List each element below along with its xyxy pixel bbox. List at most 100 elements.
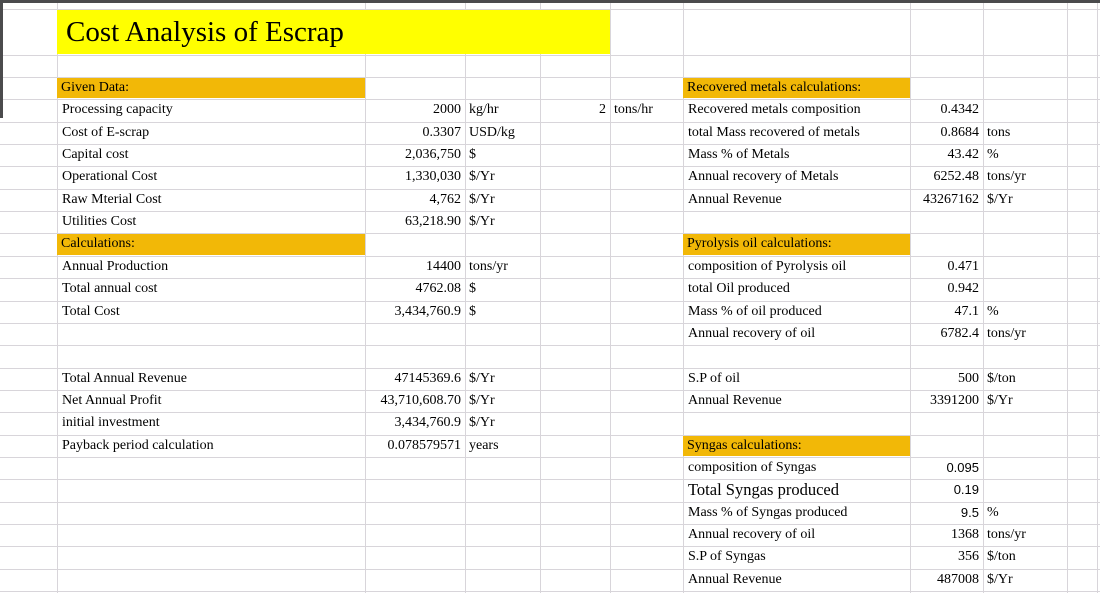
cell-B13[interactable]: Total annual cost bbox=[62, 281, 158, 297]
cell-D6[interactable]: USD/kg bbox=[469, 124, 515, 140]
cell-H18[interactable]: 3391200 bbox=[930, 392, 979, 408]
cell-C10[interactable]: 63,218.90 bbox=[405, 214, 461, 230]
cell-B18[interactable]: Net Annual Profit bbox=[62, 392, 162, 408]
cell-I23[interactable]: % bbox=[987, 504, 999, 520]
cell-F5[interactable]: tons/hr bbox=[614, 102, 653, 118]
cell-C14[interactable]: 3,434,760.9 bbox=[394, 303, 462, 319]
cell-D7[interactable]: $ bbox=[469, 147, 476, 163]
cell-I17[interactable]: $/ton bbox=[987, 370, 1016, 386]
cell-B7[interactable]: Capital cost bbox=[62, 147, 129, 163]
cell-H23[interactable]: 9.5 bbox=[960, 504, 979, 520]
cell-B8[interactable]: Operational Cost bbox=[62, 169, 158, 185]
cell-C5[interactable]: 2000 bbox=[433, 102, 461, 118]
cell-H14[interactable]: 47.1 bbox=[954, 303, 980, 319]
cell-I14[interactable]: % bbox=[987, 303, 999, 319]
section-header-calculations[interactable]: Calculations: bbox=[57, 234, 365, 255]
cell-B17[interactable]: Total Annual Revenue bbox=[62, 370, 187, 386]
cell-G15[interactable]: Annual recovery of oil bbox=[688, 325, 816, 341]
cell-H22[interactable]: 0.19 bbox=[953, 482, 979, 498]
cell-G6[interactable]: total Mass recovered of metals bbox=[688, 124, 860, 140]
cell-H12[interactable]: 0.471 bbox=[947, 258, 980, 274]
cell-H13[interactable]: 0.942 bbox=[947, 281, 980, 297]
cell-D20[interactable]: years bbox=[469, 437, 499, 453]
cell-D18[interactable]: $/Yr bbox=[469, 392, 495, 408]
cell-G22[interactable]: Total Syngas produced bbox=[688, 480, 839, 500]
cell-C19[interactable]: 3,434,760.9 bbox=[394, 415, 462, 431]
cell-C6[interactable]: 0.3307 bbox=[422, 124, 462, 140]
cell-G5[interactable]: Recovered metals composition bbox=[688, 102, 861, 118]
cell-I9[interactable]: $/Yr bbox=[987, 191, 1013, 207]
cell-D19[interactable]: $/Yr bbox=[469, 415, 495, 431]
gridline-horizontal bbox=[0, 255, 1100, 257]
cell-C12[interactable]: 14400 bbox=[426, 258, 461, 274]
gridline-vertical bbox=[610, 3, 611, 593]
cell-D8[interactable]: $/Yr bbox=[469, 169, 495, 185]
section-header-given-data[interactable]: Given Data: bbox=[57, 78, 365, 99]
sheet-title-cell[interactable]: Cost Analysis of Escrap bbox=[57, 10, 610, 54]
cell-B14[interactable]: Total Cost bbox=[62, 303, 120, 319]
cell-H6[interactable]: 0.8684 bbox=[940, 124, 980, 140]
cell-D14[interactable]: $ bbox=[469, 303, 476, 319]
cell-G14[interactable]: Mass % of oil produced bbox=[688, 303, 822, 319]
cell-B6[interactable]: Cost of E-scrap bbox=[62, 124, 150, 140]
cell-G7[interactable]: Mass % of Metals bbox=[688, 147, 790, 163]
cell-D10[interactable]: $/Yr bbox=[469, 214, 495, 230]
cell-B19[interactable]: initial investment bbox=[62, 415, 160, 431]
cell-G26[interactable]: Annual Revenue bbox=[688, 571, 782, 587]
cell-G18[interactable]: Annual Revenue bbox=[688, 392, 782, 408]
cell-B20[interactable]: Payback period calculation bbox=[62, 437, 214, 453]
cell-H8[interactable]: 6252.48 bbox=[933, 169, 980, 185]
cell-B10[interactable]: Utilities Cost bbox=[62, 214, 137, 230]
cell-D17[interactable]: $/Yr bbox=[469, 370, 495, 386]
section-header-syngas-calculations[interactable]: Syngas calculations: bbox=[683, 435, 910, 456]
gridline-vertical bbox=[910, 3, 911, 593]
gridline-horizontal bbox=[0, 434, 1100, 436]
cell-D9[interactable]: $/Yr bbox=[469, 191, 495, 207]
gridline-vertical bbox=[465, 3, 466, 593]
cell-I7[interactable]: % bbox=[987, 147, 999, 163]
cell-C8[interactable]: 1,330,030 bbox=[405, 169, 461, 185]
cell-C17[interactable]: 47145369.6 bbox=[394, 370, 462, 386]
cell-G21[interactable]: composition of Syngas bbox=[688, 459, 817, 475]
cell-C20[interactable]: 0.078579571 bbox=[387, 437, 462, 453]
cell-H15[interactable]: 6782.4 bbox=[940, 325, 980, 341]
cell-D12[interactable]: tons/yr bbox=[469, 258, 508, 274]
cell-H17[interactable]: 500 bbox=[958, 370, 979, 386]
gridline-horizontal bbox=[0, 166, 1100, 168]
cell-I24[interactable]: tons/yr bbox=[987, 527, 1026, 542]
cell-G9[interactable]: Annual Revenue bbox=[688, 191, 782, 207]
cell-I26[interactable]: $/Yr bbox=[987, 571, 1013, 587]
cell-D5[interactable]: kg/hr bbox=[469, 102, 499, 118]
cell-H7[interactable]: 43.42 bbox=[947, 147, 980, 163]
cell-C9[interactable]: 4,762 bbox=[429, 191, 462, 207]
gridline-horizontal bbox=[0, 479, 1100, 481]
cell-C13[interactable]: 4762.08 bbox=[415, 281, 462, 297]
cell-D13[interactable]: $ bbox=[469, 281, 476, 297]
cell-C18[interactable]: 43,710,608.70 bbox=[380, 392, 462, 408]
cell-B12[interactable]: Annual Production bbox=[62, 258, 169, 274]
cell-H21[interactable]: 0.095 bbox=[946, 459, 979, 475]
cell-I8[interactable]: tons/yr bbox=[987, 169, 1026, 185]
cell-G25[interactable]: S.P of Syngas bbox=[688, 549, 766, 565]
cell-G17[interactable]: S.P of oil bbox=[688, 370, 740, 386]
section-header-recovered-metals-calculations[interactable]: Recovered metals calculations: bbox=[683, 78, 910, 99]
cell-H26[interactable]: 487008 bbox=[937, 571, 979, 587]
cell-G8[interactable]: Annual recovery of Metals bbox=[688, 169, 839, 185]
cell-I15[interactable]: tons/yr bbox=[987, 325, 1026, 341]
cell-H25[interactable]: 356 bbox=[958, 549, 979, 565]
cell-G13[interactable]: total Oil produced bbox=[688, 281, 790, 297]
cell-B9[interactable]: Raw Mterial Cost bbox=[62, 191, 162, 207]
cell-I18[interactable]: $/Yr bbox=[987, 392, 1013, 408]
cell-H24[interactable]: 1368 bbox=[951, 527, 979, 542]
cell-B5[interactable]: Processing capacity bbox=[62, 102, 173, 118]
cell-H5[interactable]: 0.4342 bbox=[940, 102, 980, 118]
cell-H9[interactable]: 43267162 bbox=[923, 191, 979, 207]
section-header-pyrolysis-oil-calculations[interactable]: Pyrolysis oil calculations: bbox=[683, 234, 910, 255]
cell-C7[interactable]: 2,036,750 bbox=[405, 147, 461, 163]
cell-E5[interactable]: 2 bbox=[599, 102, 606, 118]
cell-G23[interactable]: Mass % of Syngas produced bbox=[688, 504, 848, 520]
cell-G12[interactable]: composition of Pyrolysis oil bbox=[688, 258, 847, 274]
cell-G24[interactable]: Annual recovery of oil bbox=[688, 527, 816, 542]
cell-I6[interactable]: tons bbox=[987, 124, 1011, 140]
cell-I25[interactable]: $/ton bbox=[987, 549, 1016, 565]
